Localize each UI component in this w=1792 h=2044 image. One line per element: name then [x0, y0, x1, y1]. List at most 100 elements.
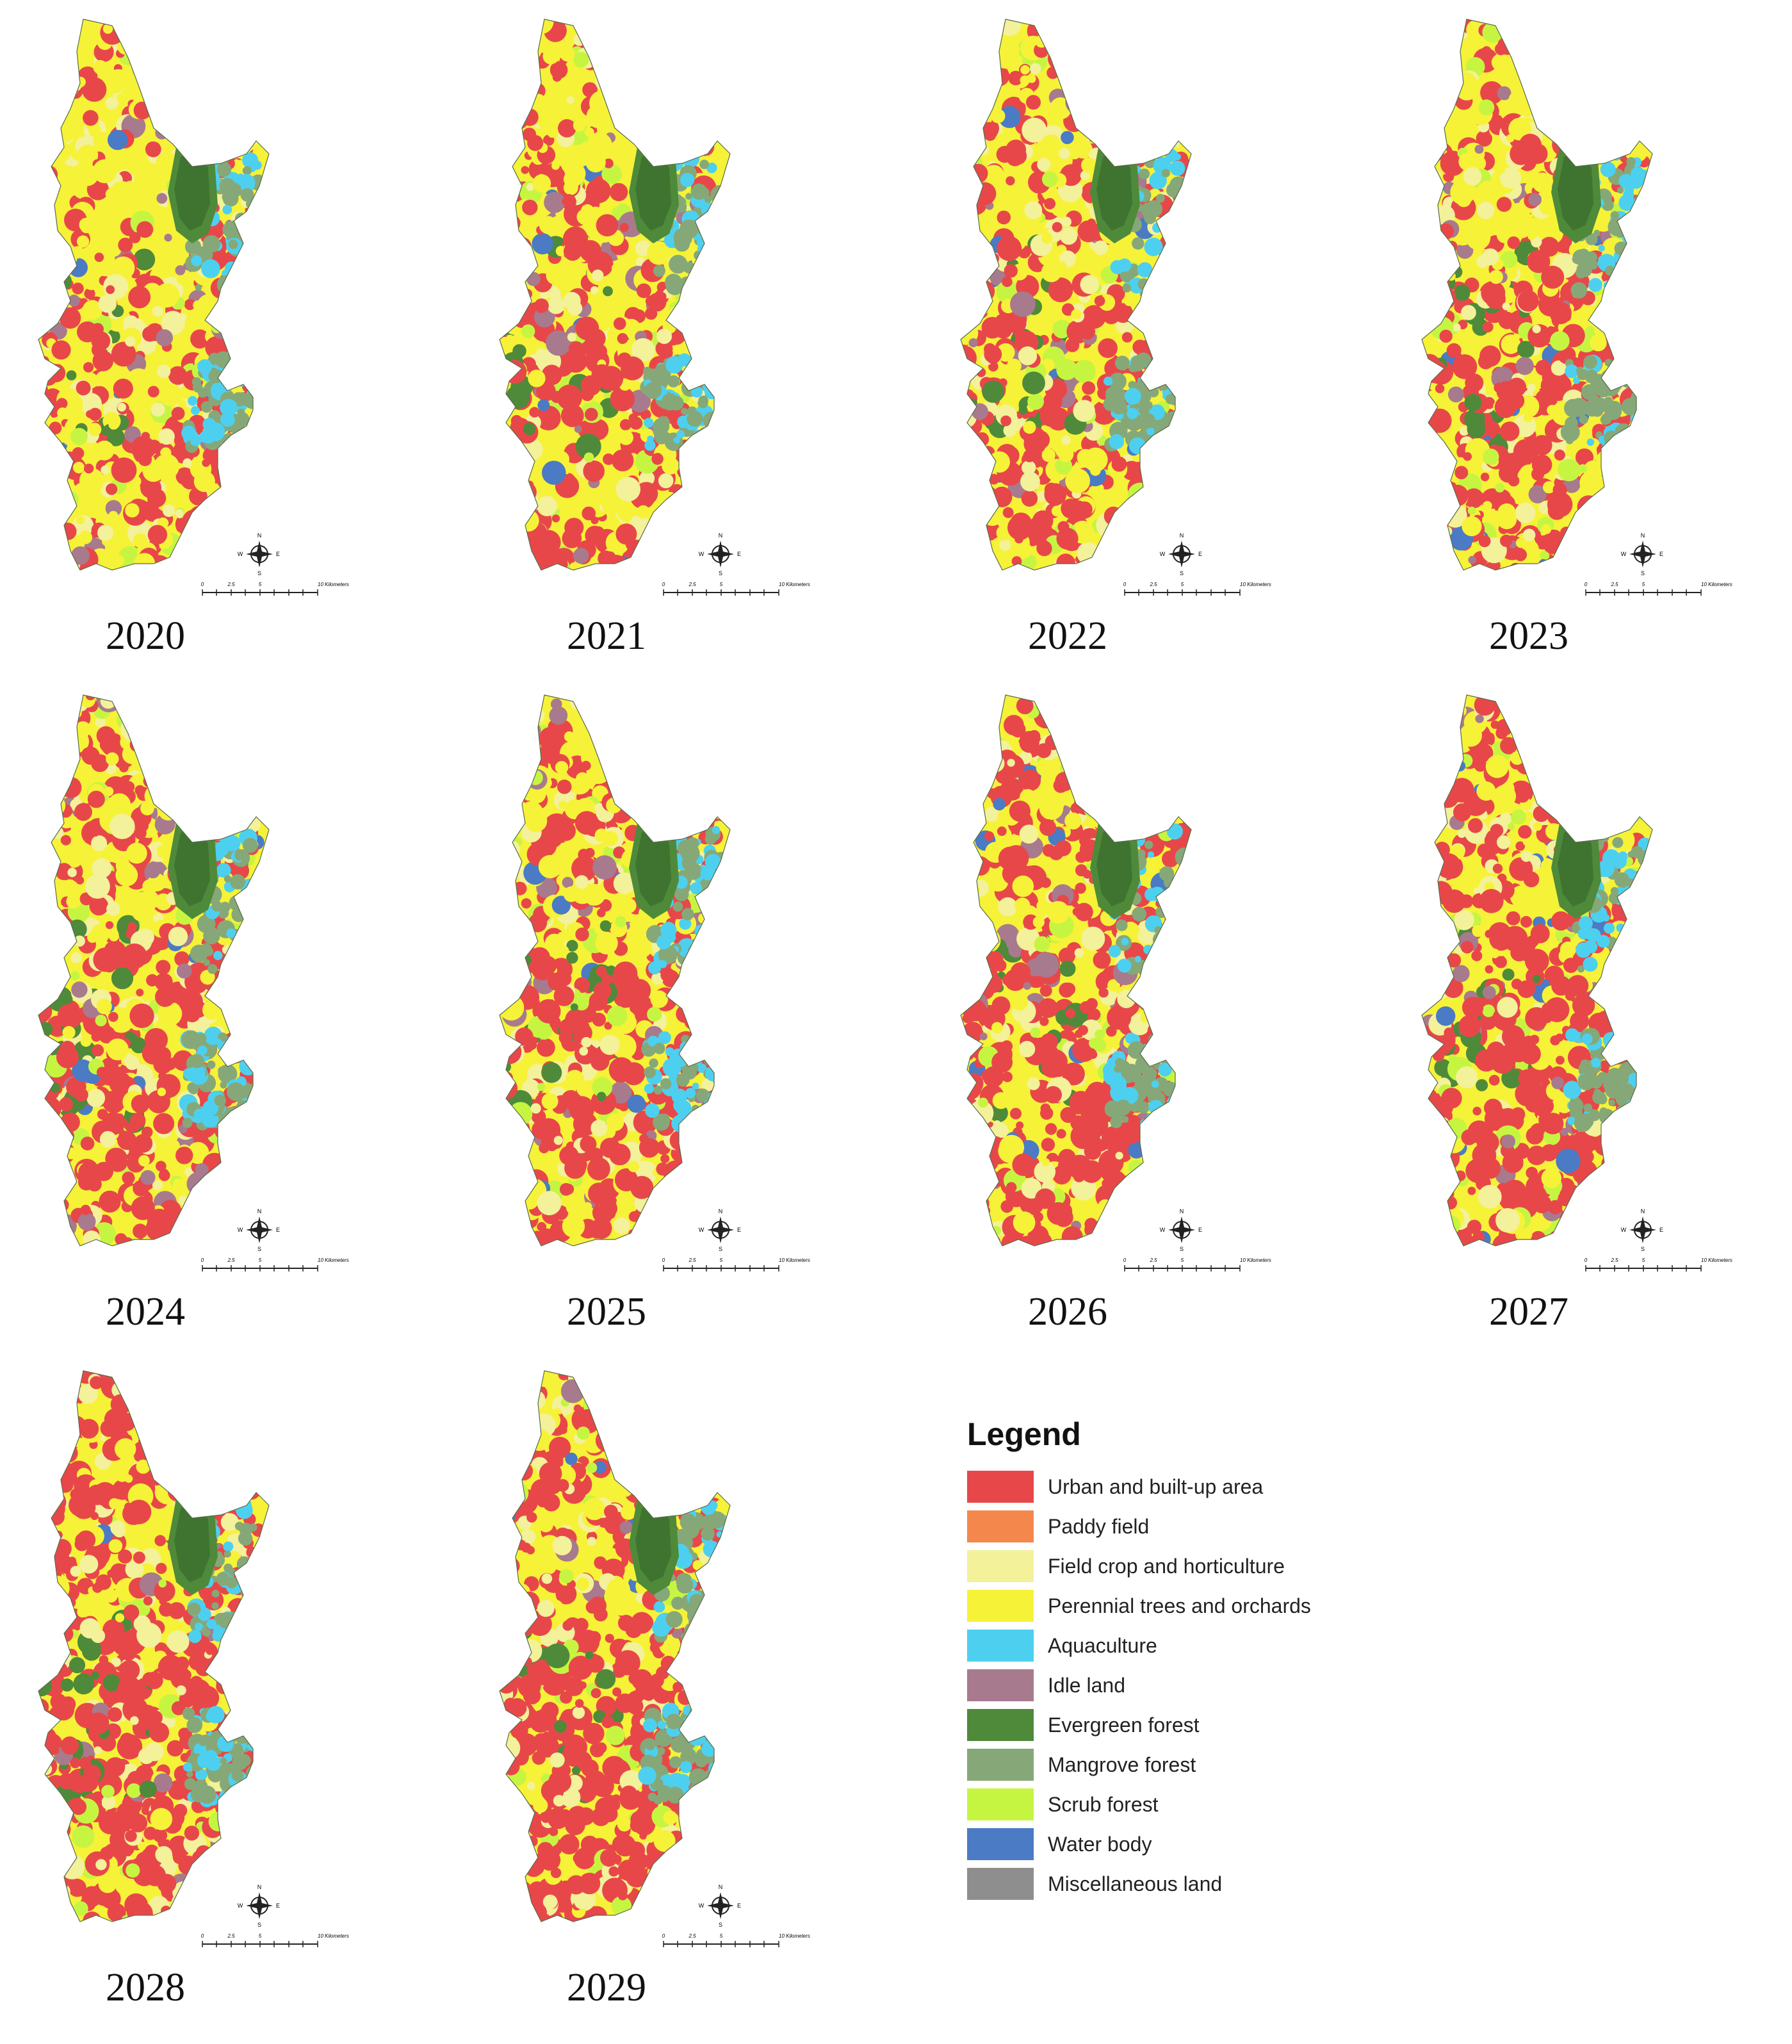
land-cover-patch	[961, 26, 982, 50]
land-cover-patch	[70, 428, 88, 445]
land-cover-patch	[1558, 116, 1567, 126]
land-cover-patch	[1010, 512, 1032, 535]
land-cover-patch	[1492, 58, 1501, 68]
land-cover-patch	[42, 473, 52, 483]
land-cover-patch	[1032, 510, 1054, 532]
land-cover-patch	[155, 67, 178, 90]
coastal-patch	[1598, 245, 1605, 252]
coastal-patch	[247, 379, 257, 390]
land-cover-patch	[546, 330, 571, 356]
land-cover-patch	[239, 781, 264, 806]
land-cover-patch	[40, 484, 63, 507]
land-cover-patch	[49, 257, 63, 272]
land-cover-patch	[961, 41, 975, 65]
land-cover-patch	[147, 754, 167, 773]
land-cover-patch	[38, 380, 48, 399]
land-cover-patch	[229, 19, 255, 34]
land-cover-patch	[1422, 206, 1439, 232]
land-cover-patch	[966, 478, 979, 491]
land-cover-patch	[38, 980, 58, 1004]
land-cover-patch	[220, 1136, 236, 1153]
land-cover-patch	[651, 47, 672, 68]
land-cover-patch	[991, 109, 1006, 124]
land-cover-patch	[1124, 297, 1134, 306]
compass-letter: E	[737, 551, 741, 557]
land-cover-patch	[1091, 70, 1116, 95]
land-cover-patch	[507, 489, 532, 515]
land-cover-patch	[712, 218, 723, 229]
coastal-patch	[1165, 149, 1178, 163]
coastal-patch	[1626, 157, 1636, 167]
land-cover-patch	[1634, 418, 1652, 442]
land-cover-patch	[1527, 232, 1536, 240]
land-cover-patch	[203, 37, 228, 61]
land-cover-patch	[695, 281, 715, 301]
land-cover-patch	[573, 548, 589, 564]
land-cover-patch	[1107, 64, 1124, 81]
land-cover-patch	[1572, 512, 1588, 527]
land-cover-patch	[187, 822, 195, 831]
land-cover-patch	[521, 324, 535, 338]
coastal-patch	[708, 259, 722, 274]
land-cover-patch	[147, 730, 159, 742]
land-cover-patch	[586, 178, 611, 204]
land-cover-patch	[211, 321, 223, 334]
land-cover-patch	[1155, 122, 1178, 145]
land-cover-patch	[165, 772, 183, 790]
land-cover-patch	[1116, 524, 1130, 537]
land-cover-patch	[1611, 89, 1623, 101]
land-cover-patch	[244, 466, 261, 482]
coastal-patch	[200, 401, 213, 413]
land-cover-patch	[108, 419, 119, 430]
land-cover-patch	[521, 61, 535, 75]
land-cover-patch	[156, 193, 168, 204]
land-cover-patch	[1597, 114, 1608, 124]
land-cover-patch	[97, 525, 114, 541]
land-cover-patch	[1623, 43, 1642, 62]
coastal-patch	[238, 252, 250, 265]
land-cover-patch	[961, 206, 968, 218]
land-cover-patch	[252, 95, 264, 106]
land-cover-patch	[1551, 375, 1561, 385]
land-cover-patch	[705, 507, 730, 533]
land-cover-patch	[154, 454, 179, 480]
land-cover-patch	[1576, 132, 1602, 158]
land-cover-patch	[961, 559, 972, 570]
land-cover-patch	[1550, 331, 1570, 351]
land-cover-patch	[1572, 69, 1597, 94]
land-cover-patch	[500, 434, 520, 455]
land-cover-patch	[88, 124, 101, 137]
land-cover-patch	[963, 296, 977, 311]
land-cover-patch	[1159, 79, 1169, 90]
land-cover-patch	[1610, 438, 1629, 457]
land-cover-patch	[188, 1204, 204, 1220]
land-cover-patch	[567, 332, 576, 342]
land-cover-patch	[229, 501, 243, 515]
land-cover-patch	[51, 80, 67, 97]
land-cover-patch	[1590, 334, 1607, 352]
land-cover-patch	[143, 69, 169, 95]
land-cover-patch	[42, 809, 61, 829]
land-cover-patch	[38, 986, 52, 1010]
land-cover-patch	[1058, 147, 1070, 159]
land-cover-patch	[996, 145, 1013, 163]
land-cover-patch	[133, 1223, 148, 1239]
land-cover-patch	[510, 415, 523, 427]
land-cover-patch	[563, 242, 582, 261]
land-cover-patch	[518, 53, 532, 67]
land-cover-patch	[216, 27, 236, 47]
land-cover-patch	[236, 461, 261, 486]
coastal-patch	[1639, 260, 1651, 272]
land-cover-patch	[692, 56, 715, 79]
land-cover-patch	[1620, 447, 1639, 467]
land-cover-patch	[179, 54, 195, 70]
land-cover-patch	[1574, 108, 1593, 127]
land-cover-patch	[638, 543, 664, 569]
land-cover-patch	[147, 525, 168, 544]
land-cover-patch	[999, 539, 1011, 551]
land-cover-patch	[165, 42, 188, 65]
land-cover-patch	[619, 223, 629, 232]
land-cover-patch	[73, 461, 85, 474]
land-cover-patch	[683, 19, 709, 33]
land-cover-patch	[1422, 430, 1435, 443]
